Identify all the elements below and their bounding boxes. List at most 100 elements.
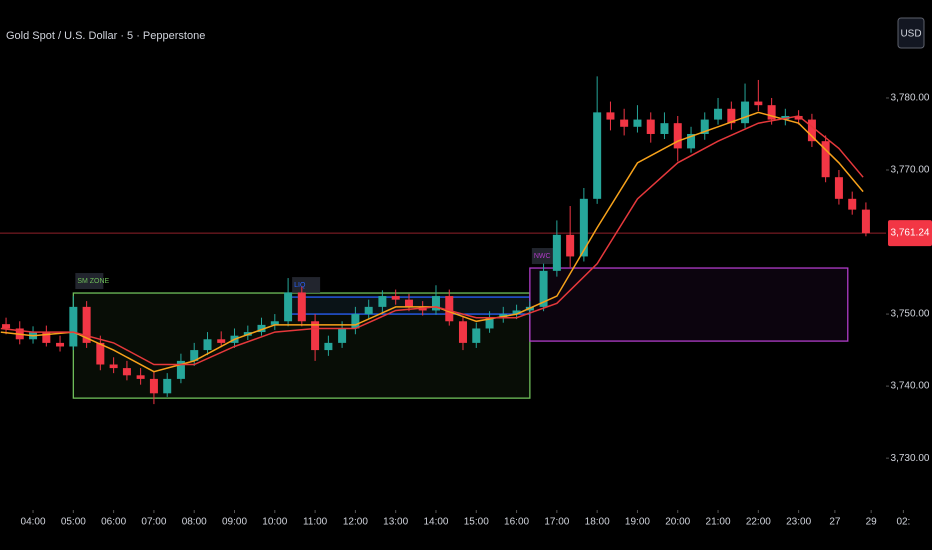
candle-body [714, 108, 723, 120]
candle-body [687, 133, 696, 149]
x-tick-label: 15:00 [464, 517, 489, 528]
y-tick-label: 3,730.00 [891, 453, 930, 464]
candle-body [2, 324, 11, 329]
chart-title: Gold Spot / U.S. Dollar · 5 · Pepperston… [6, 30, 205, 42]
candle-body [163, 378, 172, 394]
price-axis-bg [886, 0, 932, 510]
candle-body [741, 101, 750, 124]
x-tick-label: 10:00 [262, 517, 287, 528]
y-tick-label: 3,740.00 [891, 381, 930, 392]
y-tick-label: 3,780.00 [891, 93, 930, 104]
candle-body [754, 101, 763, 106]
candle-body [566, 234, 575, 257]
candle-body [109, 364, 118, 369]
candle-body [767, 105, 776, 120]
candle-body [311, 321, 320, 351]
candle-body [203, 339, 212, 351]
candle-body [861, 209, 870, 234]
candle-body [539, 270, 548, 307]
candle-body [136, 375, 145, 379]
x-tick-label: 27 [829, 517, 841, 528]
candle-body [431, 296, 440, 311]
x-tick-label: 14:00 [423, 517, 448, 528]
zone-label: NWC [534, 253, 551, 260]
candle-body [82, 306, 91, 343]
candle-body [579, 198, 588, 257]
x-tick-label: 17:00 [544, 517, 569, 528]
candle-body [270, 321, 279, 325]
candle-body [633, 119, 642, 127]
candle-body [445, 296, 454, 322]
candle-body [660, 123, 669, 134]
zone [529, 267, 849, 342]
zone-label: LIQ [294, 282, 306, 289]
candle-body [458, 321, 467, 343]
candle-body [56, 342, 65, 347]
candle-body [297, 292, 306, 322]
x-tick-label: 18:00 [585, 517, 610, 528]
x-tick-label: 02: [896, 517, 910, 528]
x-tick-label: 29 [866, 517, 878, 528]
x-tick-label: 13:00 [383, 517, 408, 528]
candle-body [404, 299, 413, 307]
axes: 3,730.00 3,740.00 3,750.00 3,770.00 3,780.00… [21, 0, 932, 528]
candle-body [42, 332, 51, 343]
x-tick-label: 11:00 [303, 517, 328, 528]
x-tick-label: 04:00 [21, 517, 46, 528]
candle-body [552, 234, 561, 271]
x-tick-label: 09:00 [222, 517, 247, 528]
candle-body [122, 368, 131, 376]
zone-label: SM ZONE [77, 278, 109, 285]
candle-body [794, 115, 803, 120]
candle-body [257, 324, 266, 333]
candle-body [69, 306, 78, 347]
y-tick-label: 3,770.00 [891, 165, 930, 176]
x-tick-label: 06:00 [101, 517, 126, 528]
candle-body [700, 119, 709, 134]
candle-body [646, 119, 655, 134]
x-tick-label: 19:00 [625, 517, 650, 528]
candle-body [338, 328, 347, 343]
candle-body [351, 314, 360, 329]
candle-body [391, 296, 400, 300]
x-tick-label: 08:00 [182, 517, 207, 528]
x-tick-label: 05:00 [61, 517, 86, 528]
candle-body [848, 198, 857, 210]
zone-label-box [75, 273, 104, 290]
candle-body [96, 342, 105, 365]
x-tick-label: 21:00 [706, 517, 731, 528]
candle-body [324, 342, 333, 351]
x-tick-label: 23:00 [786, 517, 811, 528]
x-tick-label: 20:00 [665, 517, 690, 528]
candle-body [512, 310, 521, 315]
candle-body [620, 119, 629, 127]
last-price-tag [888, 220, 932, 247]
candle-body [176, 360, 185, 379]
candle-body [834, 177, 843, 199]
candle-body [673, 123, 682, 149]
x-tick-label: 22:00 [746, 517, 771, 528]
currency-label[interactable]: USD [900, 29, 921, 40]
y-tick-label: 3,750.00 [891, 309, 930, 320]
candle-body [821, 141, 830, 178]
x-tick-label: 16:00 [504, 517, 529, 528]
candle-body [606, 112, 615, 120]
currency-button[interactable] [897, 17, 925, 49]
zone-label-box [292, 277, 321, 294]
candle-body [807, 119, 816, 142]
candle-body [378, 296, 387, 307]
candle-body [364, 306, 373, 315]
moving-average-line [0, 115, 864, 366]
candle-body [727, 108, 736, 124]
x-tick-label: 12:00 [343, 517, 368, 528]
candle-body [485, 317, 494, 329]
candle-body [593, 112, 602, 199]
candle-body [284, 292, 293, 322]
last-price-label: 3,761.24 [891, 228, 930, 239]
candle-body [149, 378, 158, 394]
x-tick-label: 07:00 [141, 517, 166, 528]
plot-area: SM ZONE LIQ NWC [0, 76, 886, 405]
candle-body [217, 339, 226, 343]
